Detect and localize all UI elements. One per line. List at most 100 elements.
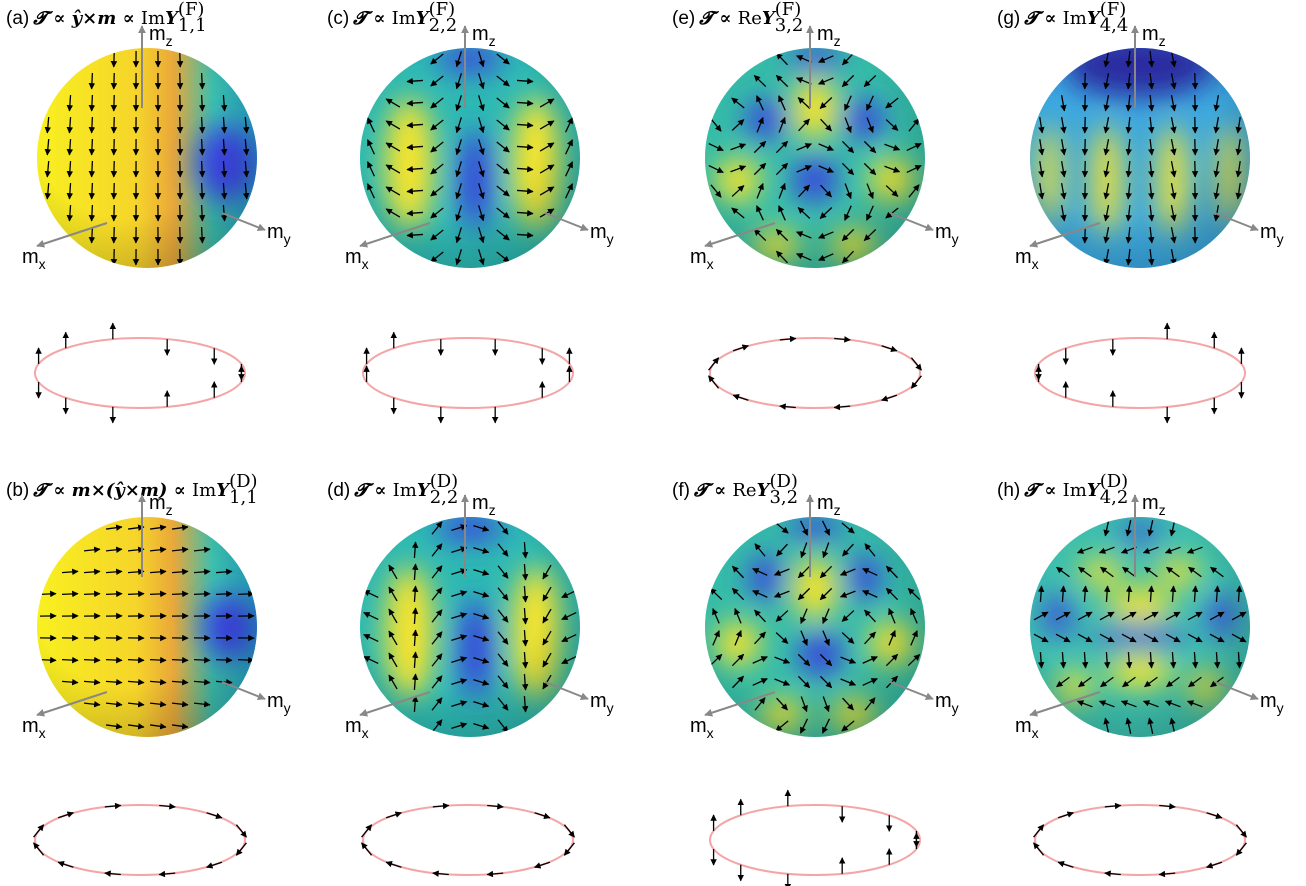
vector-arrow	[1125, 520, 1132, 537]
axis-label-sub: z	[489, 502, 496, 518]
vector-arrow	[220, 94, 228, 112]
ring-arrow	[486, 870, 504, 878]
vector-arrow	[1235, 160, 1242, 178]
vector-arrow	[88, 94, 96, 112]
vector-arrow	[774, 656, 791, 664]
formula-prefix: 𝓣 ∝	[1023, 480, 1062, 501]
axis-label-base: m	[690, 246, 707, 268]
vector-arrow	[906, 142, 922, 152]
vector-arrow	[388, 608, 398, 624]
vector-arrow	[841, 52, 855, 66]
vector-arrow	[430, 141, 444, 153]
sphere	[360, 48, 580, 268]
vector-arrow	[753, 228, 767, 242]
axis-label: my	[935, 221, 959, 247]
vector-arrow	[149, 524, 167, 531]
vector-arrow	[819, 675, 833, 689]
ring-arrow	[881, 345, 898, 353]
vector-arrow	[1098, 546, 1115, 554]
vector-arrow	[496, 185, 510, 197]
vector-arrow	[1213, 183, 1220, 200]
vector-arrow	[775, 720, 789, 732]
axis-label: mx	[690, 715, 714, 741]
vector-arrow	[451, 612, 468, 619]
vector-arrow	[819, 565, 833, 579]
vector-arrow	[105, 678, 123, 686]
vector-arrow	[220, 182, 228, 200]
vector-arrow	[455, 161, 462, 178]
vector-arrow	[521, 563, 529, 581]
vector-arrow	[753, 140, 767, 154]
formula-sup: (D)	[1100, 471, 1128, 492]
panel-label: (a)	[6, 8, 29, 29]
vector-arrow	[756, 95, 764, 111]
vector-arrow	[542, 564, 552, 580]
vector-arrow	[451, 722, 468, 729]
vector-arrow	[516, 187, 534, 195]
axis-label-base: m	[690, 715, 707, 737]
vector-arrow	[1170, 95, 1177, 112]
vector-arrow	[866, 117, 874, 134]
vector-arrow	[908, 118, 920, 132]
panel-title: (e) 𝓣 ∝ ReY(F) 3,2	[672, 0, 803, 36]
vector-arrow	[61, 678, 79, 686]
vector-arrow	[430, 119, 444, 131]
vector-arrow	[797, 97, 811, 109]
ring-arrow	[1159, 803, 1176, 810]
vector-arrow	[1099, 611, 1115, 621]
vector-arrow	[1165, 633, 1181, 643]
vector-arrow	[1144, 676, 1158, 688]
vector-arrow	[752, 590, 768, 598]
vector-arrow	[840, 656, 857, 664]
vector-arrow	[1170, 205, 1177, 222]
formula-symbol: Y	[1087, 480, 1102, 501]
vector-arrow	[473, 591, 490, 598]
vector-arrow	[430, 163, 444, 175]
vector-arrow	[1122, 566, 1136, 578]
vector-arrow	[193, 656, 211, 664]
vector-arrow	[753, 74, 767, 88]
vector-arrow	[778, 182, 786, 199]
ring-arrow	[1206, 812, 1223, 820]
vector-arrow	[431, 697, 443, 711]
vector-arrow	[1169, 520, 1176, 537]
vector-arrow	[366, 183, 376, 199]
vector-arrow	[366, 139, 376, 155]
vector-arrow	[497, 587, 509, 601]
vector-arrow	[1059, 651, 1067, 669]
ring	[361, 802, 575, 878]
vector-arrow	[1125, 204, 1132, 222]
vector-arrow	[198, 182, 206, 200]
vector-arrow	[797, 207, 811, 219]
vector-arrow	[473, 701, 490, 708]
vector-arrow	[1125, 50, 1132, 68]
axis-label: mx	[22, 715, 46, 741]
vector-arrow	[1033, 611, 1049, 621]
axis-label-sub: x	[1032, 256, 1039, 272]
vector-arrow	[754, 697, 766, 711]
vector-arrow	[1103, 205, 1110, 222]
ring-ellipse	[709, 337, 921, 409]
vector-arrow	[842, 543, 854, 557]
vector-arrow	[1060, 117, 1067, 134]
panel-label: (f)	[672, 480, 690, 501]
formula-prefix: 𝓣 ∝	[698, 8, 737, 29]
vector-arrow	[712, 608, 720, 624]
vector-arrow	[910, 608, 918, 624]
formula-func: Im	[141, 8, 165, 29]
vector-arrow	[88, 226, 96, 244]
ring-arrow	[432, 802, 450, 810]
vector-arrow	[752, 568, 768, 576]
vector-arrow	[730, 143, 747, 151]
vector-arrow	[818, 165, 834, 173]
vector-arrow	[149, 656, 167, 664]
vector-arrow	[1170, 117, 1177, 134]
vector-arrow	[496, 163, 510, 175]
formula-sub: 1,1	[229, 487, 258, 508]
